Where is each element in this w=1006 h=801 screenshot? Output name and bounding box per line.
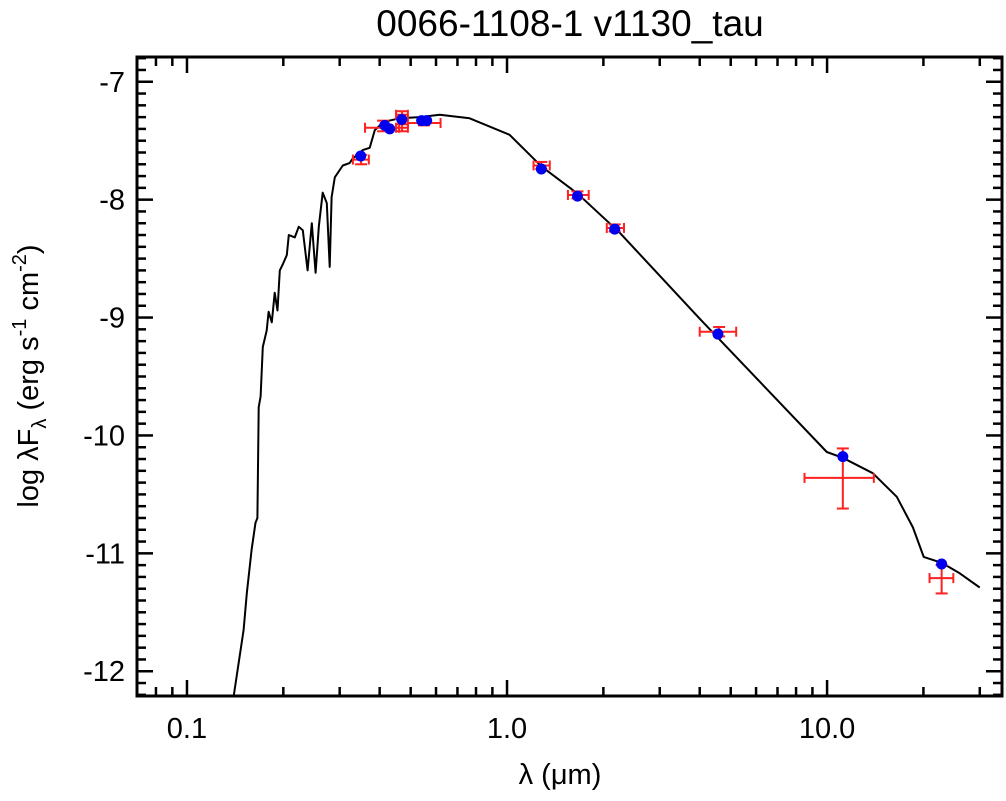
synthetic-point bbox=[384, 123, 396, 135]
x-tick-label: 10.0 bbox=[799, 713, 855, 745]
y-tick-label: -9 bbox=[99, 303, 125, 335]
y-tick-label: -8 bbox=[99, 185, 125, 217]
y-label-prefix: log λF bbox=[13, 429, 45, 508]
model-spectrum-line bbox=[232, 113, 981, 697]
x-tick-label: 0.1 bbox=[167, 713, 207, 745]
synthetic-point bbox=[396, 113, 408, 125]
y-tick-label: -12 bbox=[83, 656, 125, 688]
y-label-mid1: (erg s bbox=[13, 336, 45, 418]
synthetic-point bbox=[421, 115, 433, 127]
y-label-mid2: cm bbox=[13, 272, 45, 319]
synthetic-point bbox=[535, 163, 547, 175]
y-tick-label: -11 bbox=[85, 538, 125, 570]
synthetic-point bbox=[837, 451, 849, 463]
synthetic-point bbox=[936, 558, 948, 570]
x-tick-label: 1.0 bbox=[487, 713, 527, 745]
chart-title: 0066-1108-1 v1130_tau bbox=[376, 3, 763, 44]
y-label-sub: λ bbox=[29, 419, 51, 429]
synthetic-point bbox=[571, 190, 583, 202]
axis-ticks bbox=[137, 56, 1002, 697]
synthetic-photometry-points bbox=[355, 113, 948, 570]
y-label-sup1: -1 bbox=[9, 319, 31, 337]
y-label-end: ) bbox=[13, 244, 45, 254]
observed-errorbars bbox=[351, 109, 955, 595]
y-axis-label: log λFλ (erg s-1 cm-2) bbox=[9, 244, 51, 507]
tick-labels: 0.1 1.0 10.0 -7 -8 -9 -10 -11 -12 bbox=[83, 67, 855, 745]
synthetic-point bbox=[355, 150, 367, 162]
x-axis-label: λ (μm) bbox=[519, 759, 602, 791]
synthetic-point bbox=[609, 223, 621, 235]
synthetic-point bbox=[712, 328, 724, 340]
y-tick-label: -7 bbox=[99, 67, 125, 99]
y-tick-label: -10 bbox=[83, 420, 125, 452]
y-label-sup2: -2 bbox=[9, 254, 31, 272]
plot-frame bbox=[135, 55, 1004, 698]
